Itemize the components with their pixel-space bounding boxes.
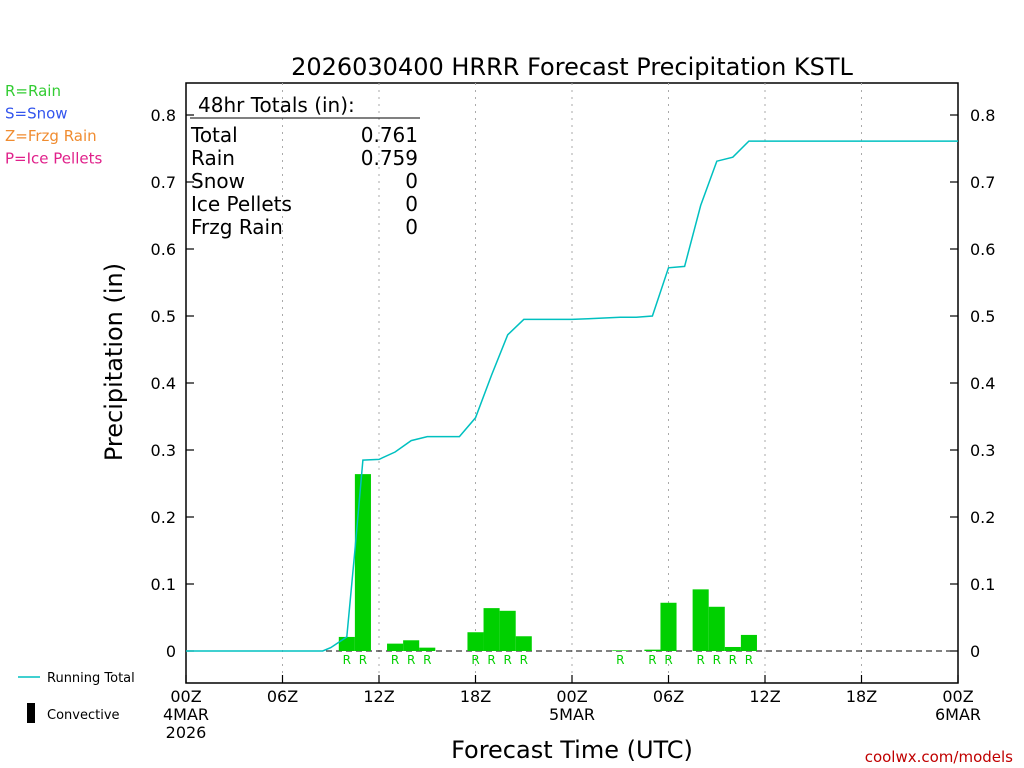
x-tick-label: 12Z <box>749 687 780 706</box>
ptype-legend-item: P=Ice Pellets <box>5 150 102 168</box>
convective-bar <box>692 589 709 651</box>
plot-frame <box>185 82 959 684</box>
x-tick-date: 6MAR <box>935 705 981 724</box>
convective-bar <box>740 634 757 651</box>
ptype-label: R <box>359 653 367 667</box>
ptype-label: R <box>407 653 415 667</box>
ptype-label: R <box>648 653 656 667</box>
y-tick-label-right: 0.7 <box>970 173 995 192</box>
convective-bar <box>354 474 371 651</box>
y-axis-title: Precipitation (in) <box>100 263 128 461</box>
convective-legend-swatch <box>27 703 35 723</box>
ptype-label: R <box>487 653 495 667</box>
running-total-legend-label: Running Total <box>47 671 135 686</box>
y-tick-label: 0.3 <box>151 441 176 460</box>
convective-bar <box>612 650 629 651</box>
ptype-label: R <box>696 653 704 667</box>
running-total-line <box>186 140 958 652</box>
chart-title: 2026030400 HRRR Forecast Precipitation K… <box>291 53 853 81</box>
convective-bars <box>338 474 757 651</box>
convective-bar <box>467 632 484 651</box>
convective-bar <box>419 647 436 651</box>
x-tick-label: 06Z <box>267 687 298 706</box>
totals-row-value: 0.761 <box>361 123 418 147</box>
x-tick-label: 00Z <box>556 687 587 706</box>
convective-bar <box>387 643 404 651</box>
totals-row-value: 0 <box>405 215 418 239</box>
y-tick-label-right: 0.5 <box>970 307 995 326</box>
y-tick-label: 0.6 <box>151 240 176 259</box>
ptype-label: R <box>616 653 624 667</box>
x-tick-label: 18Z <box>460 687 491 706</box>
ptype-legend-item: R=Rain <box>5 82 61 100</box>
ptype-legend-item: S=Snow <box>5 105 68 123</box>
x-tick-date: 5MAR <box>549 705 595 724</box>
y-tick-label: 0.4 <box>151 374 176 393</box>
totals-row-value: 0 <box>405 192 418 216</box>
totals-row-value: 0.759 <box>361 146 418 170</box>
y-tick-label-right: 0.1 <box>970 575 995 594</box>
y-tick-label: 0.1 <box>151 575 176 594</box>
ptype-label: R <box>503 653 511 667</box>
y-axis-left: 0 0.1 0.2 0.3 0.4 0.5 0.6 0.7 0.8 <box>151 106 194 661</box>
ptype-legend-item: Z=Frzg Rain <box>5 127 97 145</box>
y-tick-label-right: 0.2 <box>970 508 995 527</box>
y-tick-label-right: 0 <box>970 642 980 661</box>
y-tick-label-right: 0.3 <box>970 441 995 460</box>
x-tick-label: 06Z <box>653 687 684 706</box>
y-tick-label: 0.8 <box>151 106 176 125</box>
x-tick-year: 2026 <box>166 723 207 742</box>
totals-box: 48hr Totals (in): Total 0.761 Rain 0.759 Snow… <box>190 93 420 239</box>
ptype-label: R <box>745 653 753 667</box>
totals-row-value: 0 <box>405 169 418 193</box>
x-tick-label: 12Z <box>363 687 394 706</box>
precip-type-legend: R=Rain S=Snow Z=Frzg Rain P=Ice Pellets <box>5 82 102 168</box>
convective-bar <box>403 640 420 651</box>
credit-text: coolwx.com/models <box>865 748 1013 766</box>
totals-row-label: Rain <box>191 146 235 170</box>
y-tick-label-right: 0.4 <box>970 374 995 393</box>
totals-row-label: Snow <box>191 169 245 193</box>
x-axis-title: Forecast Time (UTC) <box>451 736 693 764</box>
totals-row-label: Total <box>190 123 238 147</box>
y-tick-label-right: 0.8 <box>970 106 995 125</box>
y-tick-label: 0.2 <box>151 508 176 527</box>
ptype-label: R <box>391 653 399 667</box>
ptype-label: R <box>520 653 528 667</box>
convective-bar <box>499 610 516 651</box>
convective-bar <box>660 602 677 651</box>
convective-bar <box>515 636 532 651</box>
ptype-label: R <box>713 653 721 667</box>
convective-bar <box>644 649 661 651</box>
ptype-label: R <box>343 653 351 667</box>
y-tick-label-right: 0.6 <box>970 240 995 259</box>
ptype-label: R <box>729 653 737 667</box>
ptype-label: R <box>664 653 672 667</box>
y-tick-label: 0.7 <box>151 173 176 192</box>
x-tick-date: 4MAR <box>163 705 209 724</box>
y-axis-right: 0 0.1 0.2 0.3 0.4 0.5 0.6 0.7 0.8 <box>950 106 995 661</box>
ptype-label: R <box>423 653 431 667</box>
totals-row-label: Ice Pellets <box>191 192 292 216</box>
convective-bar <box>724 646 741 651</box>
y-tick-label: 0 <box>166 642 176 661</box>
convective-legend-label: Convective <box>47 708 120 723</box>
convective-bar <box>483 608 500 651</box>
ptype-label: R <box>471 653 479 667</box>
y-tick-label: 0.5 <box>151 307 176 326</box>
x-tick-label: 18Z <box>846 687 877 706</box>
convective-bar <box>708 606 725 651</box>
convective-bar <box>338 636 355 651</box>
grid-lines <box>282 83 862 683</box>
totals-header: 48hr Totals (in): <box>198 93 355 117</box>
totals-row-label: Frzg Rain <box>191 215 283 239</box>
x-tick-label: 00Z <box>170 687 201 706</box>
x-tick-label: 00Z <box>942 687 973 706</box>
